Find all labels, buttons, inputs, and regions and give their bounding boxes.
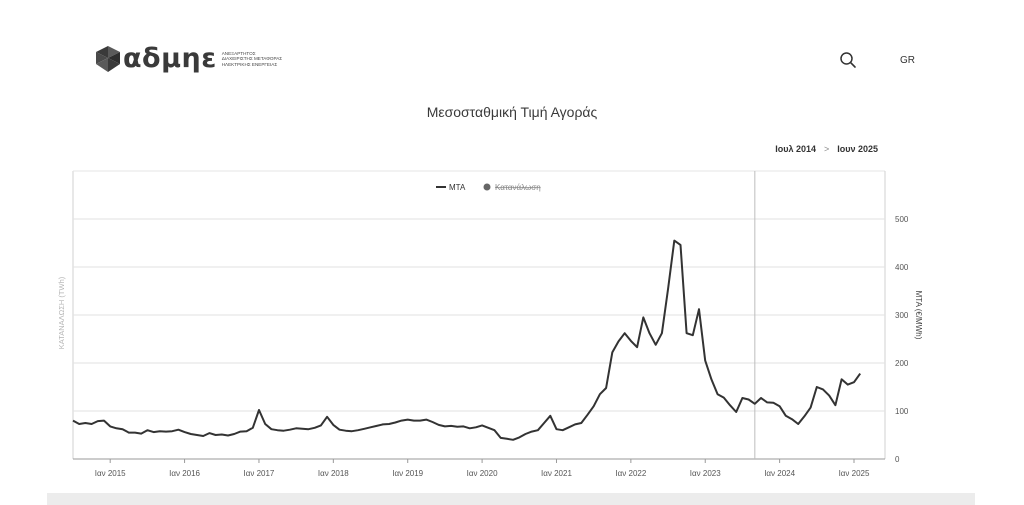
y-tick-label: 400 [895, 263, 909, 272]
x-tick-label: Ιαν 2021 [541, 469, 572, 478]
search-icon[interactable] [838, 50, 858, 70]
logo-text: αδμηε [123, 43, 217, 74]
y-axis-right-label: ΜΤΑ (€/MWh) [914, 291, 923, 340]
logo-tagline-line: ΑΝΕΞΑΡΤΗΤΟΣ [221, 51, 256, 57]
y-tick-label: 100 [895, 407, 909, 416]
language-toggle[interactable]: GR [900, 55, 915, 66]
range-to[interactable]: Ιουν 2025 [837, 144, 878, 154]
page-title: Μεσοσταθμική Τιμή Αγοράς [426, 104, 598, 120]
y-tick-label: 200 [895, 359, 909, 368]
legend-item-consumption[interactable]: Κατανάλωση [495, 183, 541, 192]
x-tick-label: Ιαν 2017 [244, 469, 275, 478]
legend-dot-swatch [483, 183, 491, 191]
x-tick-label: Ιαν 2025 [839, 469, 870, 478]
x-tick-label: Ιαν 2023 [690, 469, 721, 478]
range-separator: > [823, 144, 830, 154]
y-axis-left-label: ΚΑΤΑΝΑΛΩΣΗ (TWh) [57, 276, 66, 349]
x-tick-label: Ιαν 2024 [764, 469, 795, 478]
y-tick-label: 0 [895, 455, 900, 464]
date-range-selector[interactable]: Ιουλ 2014 > Ιουν 2025 [775, 144, 878, 154]
x-tick-label: Ιαν 2015 [95, 469, 126, 478]
logo[interactable]: αδμηε ΑΝΕΞΑΡΤΗΤΟΣ ΔΙΑΧΕΙΡΙΣΤΗΣ ΜΕΤΑΦΟΡΑΣ… [96, 44, 292, 74]
range-from[interactable]: Ιουλ 2014 [775, 144, 816, 154]
logo-mark-icon [96, 46, 120, 72]
x-tick-label: Ιαν 2018 [318, 469, 349, 478]
logo-tagline-line: ΔΙΑΧΕΙΡΙΣΤΗΣ ΜΕΤΑΦΟΡΑΣ [221, 56, 283, 62]
legend-item-mta[interactable]: ΜΤΑ [449, 183, 466, 192]
y-tick-label: 500 [895, 215, 909, 224]
x-tick-label: Ιαν 2019 [392, 469, 423, 478]
logo-tagline-line: ΗΛΕΚΤΡΙΚΗΣ ΕΝΕΡΓΕΙΑΣ [221, 61, 278, 67]
series-line-mta [72, 239, 862, 441]
footer-band [47, 493, 975, 505]
y-tick-label: 300 [895, 311, 909, 320]
x-tick-label: Ιαν 2020 [467, 469, 498, 478]
x-tick-label: Ιαν 2022 [615, 469, 646, 478]
logo-tagline: ΑΝΕΞΑΡΤΗΤΟΣ ΔΙΑΧΕΙΡΙΣΤΗΣ ΜΕΤΑΦΟΡΑΣ ΗΛΕΚΤ… [222, 51, 292, 67]
header: αδμηε ΑΝΕΞΑΡΤΗΤΟΣ ΔΙΑΧΕΙΡΙΣΤΗΣ ΜΕΤΑΦΟΡΑΣ… [0, 0, 1024, 100]
x-tick-label: Ιαν 2016 [169, 469, 200, 478]
